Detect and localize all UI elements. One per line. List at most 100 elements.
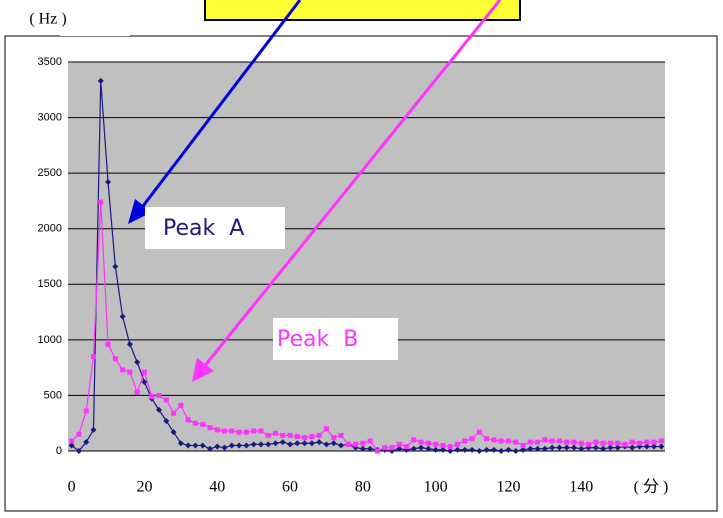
point: [120, 367, 126, 373]
point: [607, 444, 614, 451]
point: [97, 77, 104, 84]
point: [578, 440, 584, 446]
point: [644, 439, 650, 445]
point: [629, 439, 635, 445]
point: [287, 432, 293, 438]
point: [396, 441, 402, 447]
point: [119, 313, 126, 320]
point: [498, 448, 505, 454]
point: [404, 444, 410, 450]
point: [112, 263, 119, 270]
point: [316, 432, 322, 438]
point: [534, 445, 541, 452]
point: [637, 440, 643, 446]
x-tick-label: 40: [209, 479, 225, 496]
point: [236, 429, 242, 435]
point: [338, 442, 345, 449]
point: [206, 445, 213, 452]
point: [330, 440, 337, 447]
point: [163, 417, 170, 424]
x-tick-label: 100: [424, 479, 448, 496]
point: [629, 444, 636, 451]
point: [69, 438, 75, 444]
arrow-a: [138, 0, 302, 211]
point: [490, 446, 497, 453]
point: [535, 439, 541, 445]
point: [222, 428, 228, 434]
x-tick-label: 140: [569, 479, 593, 496]
point: [302, 435, 308, 441]
y-tick-label: 2500: [38, 167, 62, 179]
point: [177, 440, 184, 447]
point: [170, 429, 177, 436]
point: [483, 446, 490, 453]
point: [229, 428, 235, 434]
point: [462, 438, 468, 444]
point: [593, 439, 599, 445]
point: [192, 420, 198, 426]
point: [469, 436, 475, 442]
point: [432, 446, 439, 453]
point: [353, 441, 359, 447]
point: [411, 437, 417, 443]
point: [520, 446, 527, 453]
point: [134, 389, 140, 395]
point: [207, 425, 213, 431]
point: [192, 442, 199, 449]
point: [549, 438, 555, 444]
point: [83, 408, 89, 414]
cropped-image: [204, 0, 521, 21]
x-tick-label: 60: [282, 479, 298, 496]
arrow-b: [201, 0, 502, 369]
point: [425, 440, 431, 446]
point: [614, 444, 621, 451]
point: [126, 341, 133, 348]
point: [658, 443, 665, 450]
point: [476, 429, 482, 435]
point: [272, 430, 278, 436]
point: [374, 448, 380, 454]
point: [367, 438, 373, 444]
point: [301, 440, 308, 447]
point: [367, 445, 374, 452]
point: [323, 426, 329, 432]
x-axis-label: ( 分 ): [634, 478, 669, 496]
x-tick-label: 20: [136, 479, 152, 496]
point: [308, 440, 315, 447]
point: [491, 437, 497, 443]
point: [651, 439, 657, 445]
point: [163, 397, 169, 403]
point: [331, 435, 337, 441]
x-tick-label: 0: [68, 479, 76, 496]
point: [527, 445, 534, 452]
point: [279, 439, 286, 446]
point: [461, 446, 468, 453]
point: [505, 438, 511, 444]
y-tick-label: 3500: [38, 56, 62, 68]
point: [171, 410, 177, 416]
point: [520, 442, 526, 448]
point: [440, 442, 446, 448]
point: [513, 439, 519, 445]
point: [156, 406, 163, 413]
point: [476, 448, 483, 454]
point: [134, 359, 141, 366]
point: [600, 445, 607, 452]
point: [105, 179, 112, 186]
point: [651, 443, 658, 450]
point: [141, 379, 148, 386]
point: [309, 434, 315, 440]
point: [236, 442, 243, 449]
point: [658, 438, 664, 444]
y-tick-label: 1000: [38, 334, 62, 346]
point: [90, 426, 97, 433]
point: [396, 445, 403, 452]
point: [221, 444, 228, 451]
point: [214, 443, 221, 450]
point: [156, 392, 162, 398]
point: [250, 441, 257, 448]
point: [541, 445, 548, 452]
point: [112, 356, 118, 362]
y-tick-label: 1500: [38, 278, 62, 290]
y-tick-label: 3000: [38, 111, 62, 123]
